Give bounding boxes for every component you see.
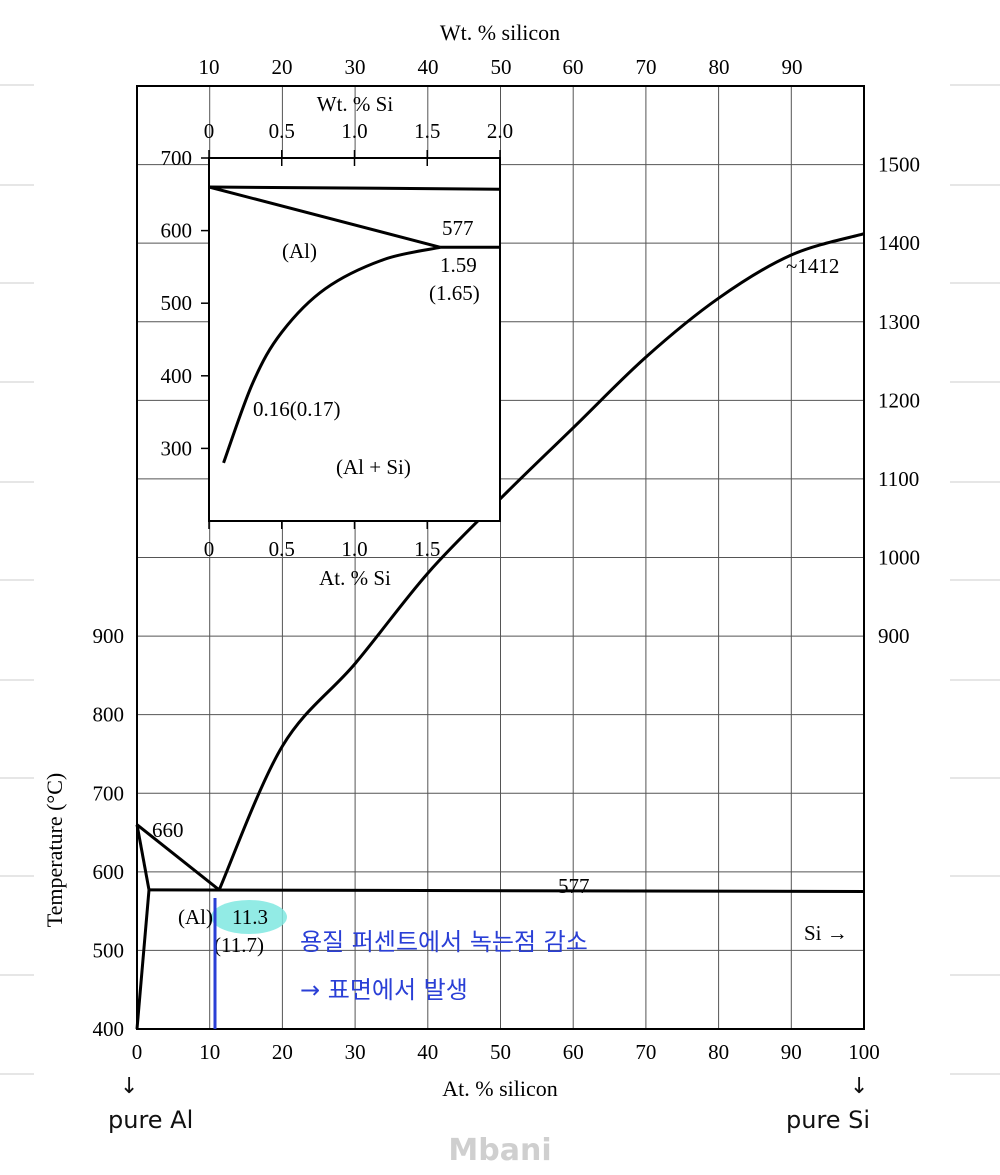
annotation-korean-2: → 표면에서 발생	[300, 976, 468, 1004]
x2-tick-label: 30	[345, 55, 366, 79]
x-tick-label: 40	[417, 1040, 438, 1064]
inset-y-tick-label: 400	[161, 364, 193, 388]
x2-tick-label: 40	[418, 55, 439, 79]
y-tick-right-label: 900	[878, 624, 910, 648]
label-eutectic-wt: (11.7)	[214, 933, 264, 957]
x-axis-title: At. % silicon	[442, 1076, 558, 1101]
arrow-pure-si-icon: ↓	[850, 1074, 868, 1099]
label-si-melt: ~1412	[786, 254, 839, 278]
curve-eutectic	[148, 888, 865, 893]
inset-curve-liquidus	[208, 185, 501, 191]
annotation-korean-1: 용질 퍼센트에서 녹는점 감소	[300, 928, 588, 956]
inset-x2-tick-label: 0	[204, 119, 215, 143]
inset-y-tick-label: 500	[161, 291, 193, 315]
inset-curve-solidus	[208, 185, 441, 249]
y-tick-left-label: 600	[93, 860, 125, 884]
x2-tick-label: 80	[709, 55, 730, 79]
inset-x-tick-label: 1.5	[414, 537, 440, 561]
arrow-pure-al-icon: ↓	[120, 1074, 138, 1099]
inset-label-sol-wt: (1.65)	[429, 281, 480, 305]
watermark: Mbani	[448, 1133, 551, 1168]
label-eutectic-at: 11.3	[232, 905, 268, 929]
x-tick-label: 0	[132, 1040, 143, 1064]
x-tick-label: 20	[272, 1040, 293, 1064]
inset-label-two-phase: (Al + Si)	[336, 455, 411, 479]
annotation-pure-si: pure Si	[786, 1106, 870, 1134]
inset-x-tick-label: 0.5	[269, 537, 295, 561]
inset-label-temp: 577	[442, 216, 474, 240]
y-tick-left-label: 700	[93, 781, 125, 805]
y-tick-right-label: 1400	[878, 231, 920, 255]
inset-x2-tick-label: 1.0	[341, 119, 367, 143]
inset-curve-solvus	[222, 245, 441, 464]
inset-x-tick-label: 1.0	[341, 537, 367, 561]
inset-label-al: (Al)	[282, 239, 317, 263]
x2-tick-label: 50	[491, 55, 512, 79]
inset-x2-title: Wt. % Si	[317, 92, 394, 116]
x2-axis-title: Wt. % silicon	[440, 20, 560, 45]
x-tick-label: 60	[563, 1040, 584, 1064]
x2-tick-label: 20	[272, 55, 293, 79]
label-si-phase: Si →	[804, 921, 848, 945]
y-tick-right-label: 1000	[878, 546, 920, 570]
inset-x-title: At. % Si	[319, 566, 391, 590]
label-melting-al: 660	[152, 818, 184, 842]
x2-tick-label: 70	[636, 55, 657, 79]
inset-x2-tick-label: 2.0	[487, 119, 513, 143]
x2-tick-label: 90	[782, 55, 803, 79]
x2-tick-label: 10	[199, 55, 220, 79]
inset-y-tick-label: 700	[161, 146, 193, 170]
x-tick-label: 10	[199, 1040, 220, 1064]
inset-x-tick-label: 0	[204, 537, 215, 561]
inset-y-tick-label: 300	[161, 436, 193, 460]
x-tick-label: 100	[848, 1040, 880, 1064]
y-tick-right-label: 1300	[878, 310, 920, 334]
label-eutectic-temp: 577	[558, 874, 590, 898]
y-tick-left-label: 900	[93, 624, 125, 648]
main-plot-frame	[136, 85, 865, 1030]
curve-solidus	[135, 824, 151, 891]
inset-y-tick-label: 600	[161, 219, 193, 243]
y-tick-left-label: 800	[93, 703, 125, 727]
x-tick-label: 70	[635, 1040, 656, 1064]
inset-x2-tick-label: 0.5	[269, 119, 295, 143]
inset-background	[209, 158, 500, 521]
x-tick-label: 50	[490, 1040, 511, 1064]
eutectic-highlight	[211, 900, 287, 934]
x2-tick-label: 60	[563, 55, 584, 79]
label-al-phase: (Al)	[178, 905, 213, 929]
notebook-lines	[0, 84, 1000, 1075]
x-tick-label: 90	[781, 1040, 802, 1064]
inset-x2-tick-label: 1.5	[414, 119, 440, 143]
curve-liquidus-al	[136, 823, 221, 892]
y-tick-right-label: 1100	[878, 467, 919, 491]
y-tick-right-label: 1500	[878, 153, 920, 177]
inset-label-sol-at: 1.59	[440, 253, 477, 277]
x-tick-label: 30	[345, 1040, 366, 1064]
x-tick-label: 80	[708, 1040, 729, 1064]
annotation-pure-al: pure Al	[108, 1106, 193, 1134]
curve-solvus	[135, 889, 151, 1030]
y-tick-left-label: 400	[93, 1017, 125, 1041]
y-axis-title: Temperature (°C)	[42, 773, 67, 927]
inset-label-low-sol: 0.16(0.17)	[253, 397, 341, 421]
curve-liquidus-si	[217, 232, 865, 891]
y-tick-right-label: 1200	[878, 388, 920, 412]
y-tick-left-label: 500	[93, 938, 125, 962]
